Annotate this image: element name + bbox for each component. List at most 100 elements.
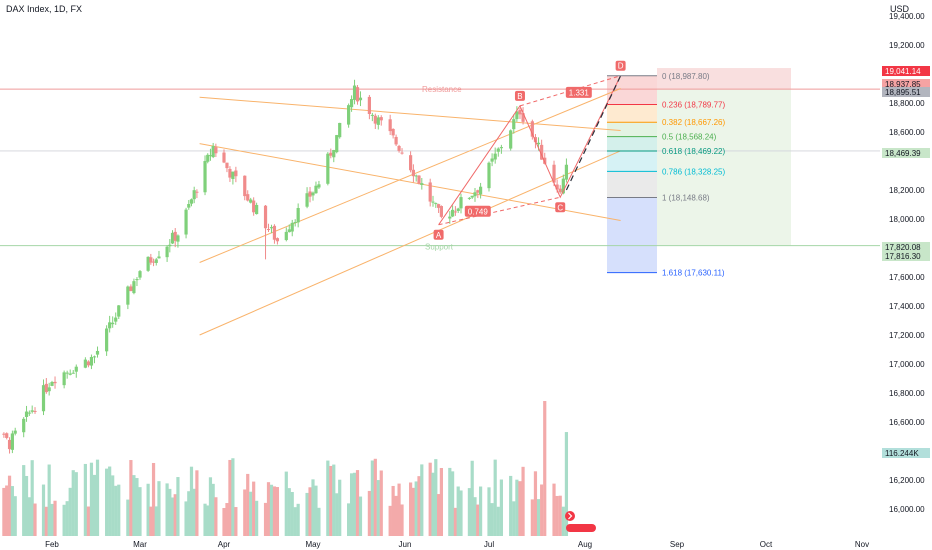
candle-body — [470, 195, 474, 198]
candle-body — [409, 155, 413, 171]
candle-body — [68, 373, 72, 375]
volume-bar — [151, 462, 156, 536]
volume-bar — [129, 460, 133, 536]
candle-body — [493, 153, 497, 160]
candle-body — [448, 216, 452, 219]
volume-bar — [509, 475, 513, 536]
candle-body — [540, 144, 544, 160]
candle-body — [47, 387, 51, 392]
volume-bar — [487, 487, 491, 536]
candle-body — [252, 200, 256, 213]
volume-bar — [89, 462, 94, 536]
volume-bar — [170, 497, 175, 536]
volume-bar — [65, 501, 69, 536]
volume-bar — [192, 488, 196, 536]
candle-body — [293, 222, 297, 224]
pattern-point-label: A — [436, 231, 442, 240]
volume-bar — [397, 483, 401, 536]
volume-bar — [275, 487, 279, 536]
candle-body — [379, 117, 383, 121]
candle-body — [266, 229, 271, 231]
volume-bar — [41, 484, 46, 536]
candle-body — [176, 235, 180, 242]
candle-body — [211, 145, 215, 158]
x-tick-label: Sep — [670, 540, 685, 549]
candle-body — [272, 225, 277, 240]
volume-bar — [355, 470, 360, 536]
volume-bar — [293, 507, 297, 536]
candle-body — [146, 256, 150, 271]
volume-bar — [135, 478, 139, 536]
volume-bar — [451, 471, 455, 536]
candle-body — [222, 152, 226, 163]
price-marker-label: 18,469.39 — [885, 149, 921, 158]
x-tick-label: Apr — [218, 540, 231, 549]
volume-bar — [453, 507, 457, 536]
volume-bar — [173, 494, 177, 536]
volume-bar — [132, 475, 136, 536]
candle-body — [397, 145, 401, 151]
volume-bar — [314, 485, 318, 536]
volume-bar — [243, 489, 247, 536]
trendline — [199, 88, 621, 263]
volume-bar — [379, 470, 383, 536]
candle-body — [434, 203, 438, 205]
candle-body — [394, 136, 398, 145]
time-axis[interactable]: Feb Mar Apr May Jun Jul Aug Sep Oct Nov — [45, 540, 869, 549]
pattern-point-marker — [433, 229, 444, 240]
price-marker-box — [882, 251, 930, 261]
fib-zone — [607, 171, 657, 198]
x-tick-label: Jun — [399, 540, 412, 549]
pattern-ratio-box — [464, 205, 491, 217]
fib-zone — [607, 104, 657, 123]
candle-body — [467, 197, 471, 199]
level-label: Resistance — [422, 85, 462, 94]
volume-bar — [10, 486, 14, 536]
candle-body — [376, 117, 380, 125]
volume-bar — [165, 483, 169, 536]
price-marker-label: 18,937.85 — [885, 80, 921, 89]
candle-body — [44, 383, 48, 393]
volume-bar — [437, 494, 441, 536]
chart-logo-icon — [565, 511, 596, 532]
candle-body — [65, 372, 69, 374]
horizontal-levels: Resistance Support — [0, 85, 880, 252]
candle-body — [2, 433, 6, 435]
y-tick-label: 19,200.00 — [889, 41, 925, 50]
currency-label: USD — [890, 4, 910, 14]
volume-bar — [305, 492, 309, 536]
candle-body — [138, 271, 142, 278]
volume-bar — [111, 475, 115, 536]
candle-body — [431, 201, 435, 203]
pattern-point-label: C — [557, 203, 563, 212]
candle-body — [30, 410, 34, 412]
price-axis[interactable]: 19,400.00 19,200.00 18,800.00 18,600.00 18,2… — [889, 12, 925, 514]
price-marker-box — [882, 448, 930, 458]
candle-body — [490, 158, 494, 162]
candle-body — [515, 111, 519, 120]
level-label: Support — [425, 243, 454, 252]
volume-bar — [490, 503, 494, 536]
volume-bar — [154, 506, 158, 536]
volume-bar — [195, 470, 199, 536]
price-marker-box — [882, 242, 930, 252]
candle-body — [439, 206, 443, 217]
volume-bar — [234, 507, 238, 536]
x-tick-label: Jul — [484, 540, 494, 549]
price-marker-box — [882, 87, 930, 97]
volume-bar — [476, 504, 480, 536]
candle-body — [543, 157, 547, 164]
trendline — [199, 143, 621, 221]
candle-body — [329, 152, 333, 156]
candle-body — [326, 153, 330, 184]
volume-bar — [53, 500, 57, 536]
candle-body — [173, 231, 177, 241]
candle-body — [499, 147, 503, 149]
candle-body — [561, 178, 565, 194]
y-tick-label: 18,600.00 — [889, 128, 925, 137]
y-tick-label: 17,000.00 — [889, 360, 925, 369]
volume-bar — [414, 481, 418, 536]
volume-bar — [114, 485, 118, 536]
candle-body — [311, 192, 315, 196]
